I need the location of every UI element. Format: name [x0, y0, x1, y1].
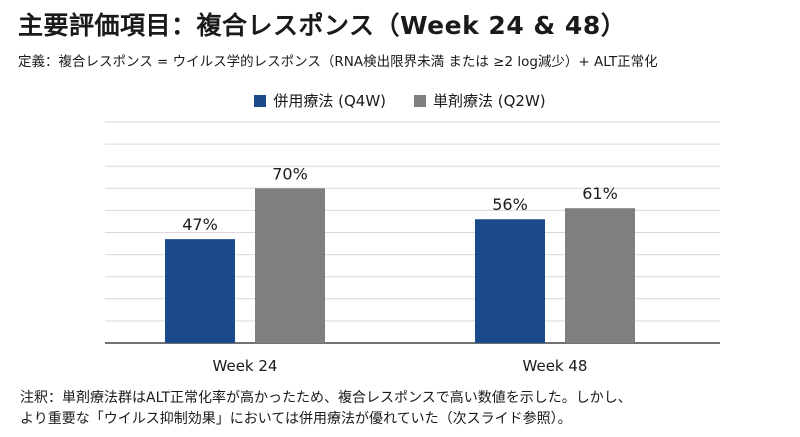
- page-title: 主要評価項目：複合レスポンス（Week 24 & 48）: [18, 11, 627, 40]
- data-label: 70%: [272, 164, 308, 183]
- footnote: 注釈：単剤療法群はALT正常化率が高かったため、複合レスポンスで高い数値を示した…: [20, 388, 632, 430]
- footnote-line-2: より重要な「ウイルス抑制効果」においては併用療法が優れていた（次スライド参照）。: [20, 411, 572, 427]
- legend-swatch-series-2: [414, 94, 426, 107]
- chart-legend: 併用療法 (Q4W) 単剤療法 (Q2W): [0, 90, 800, 111]
- legend-item-series-1: 併用療法 (Q4W): [254, 90, 386, 111]
- x-tick-label: Week 24: [213, 357, 278, 375]
- bar-week-24-series-2: [255, 188, 325, 343]
- data-label: 47%: [182, 215, 218, 234]
- data-label: 61%: [582, 184, 618, 203]
- legend-swatch-series-1: [254, 94, 267, 107]
- definition-text: 定義：複合レスポンス = ウイルス学的レスポンス（RNA検出限界未満 または ≥…: [18, 54, 658, 70]
- legend-item-series-2: 単剤療法 (Q2W): [414, 90, 546, 111]
- bar-week-48-series-1: [475, 219, 545, 343]
- legend-label-series-2: 単剤療法 (Q2W): [433, 92, 546, 110]
- bar-week-24-series-1: [165, 239, 235, 343]
- bar-week-48-series-2: [565, 208, 635, 343]
- data-label: 56%: [492, 195, 528, 214]
- legend-label-series-1: 併用療法 (Q4W): [273, 92, 386, 110]
- x-tick-label: Week 48: [523, 357, 588, 375]
- footnote-line-1: 注釈：単剤療法群はALT正常化率が高かったため、複合レスポンスで高い数値を示した…: [20, 390, 632, 406]
